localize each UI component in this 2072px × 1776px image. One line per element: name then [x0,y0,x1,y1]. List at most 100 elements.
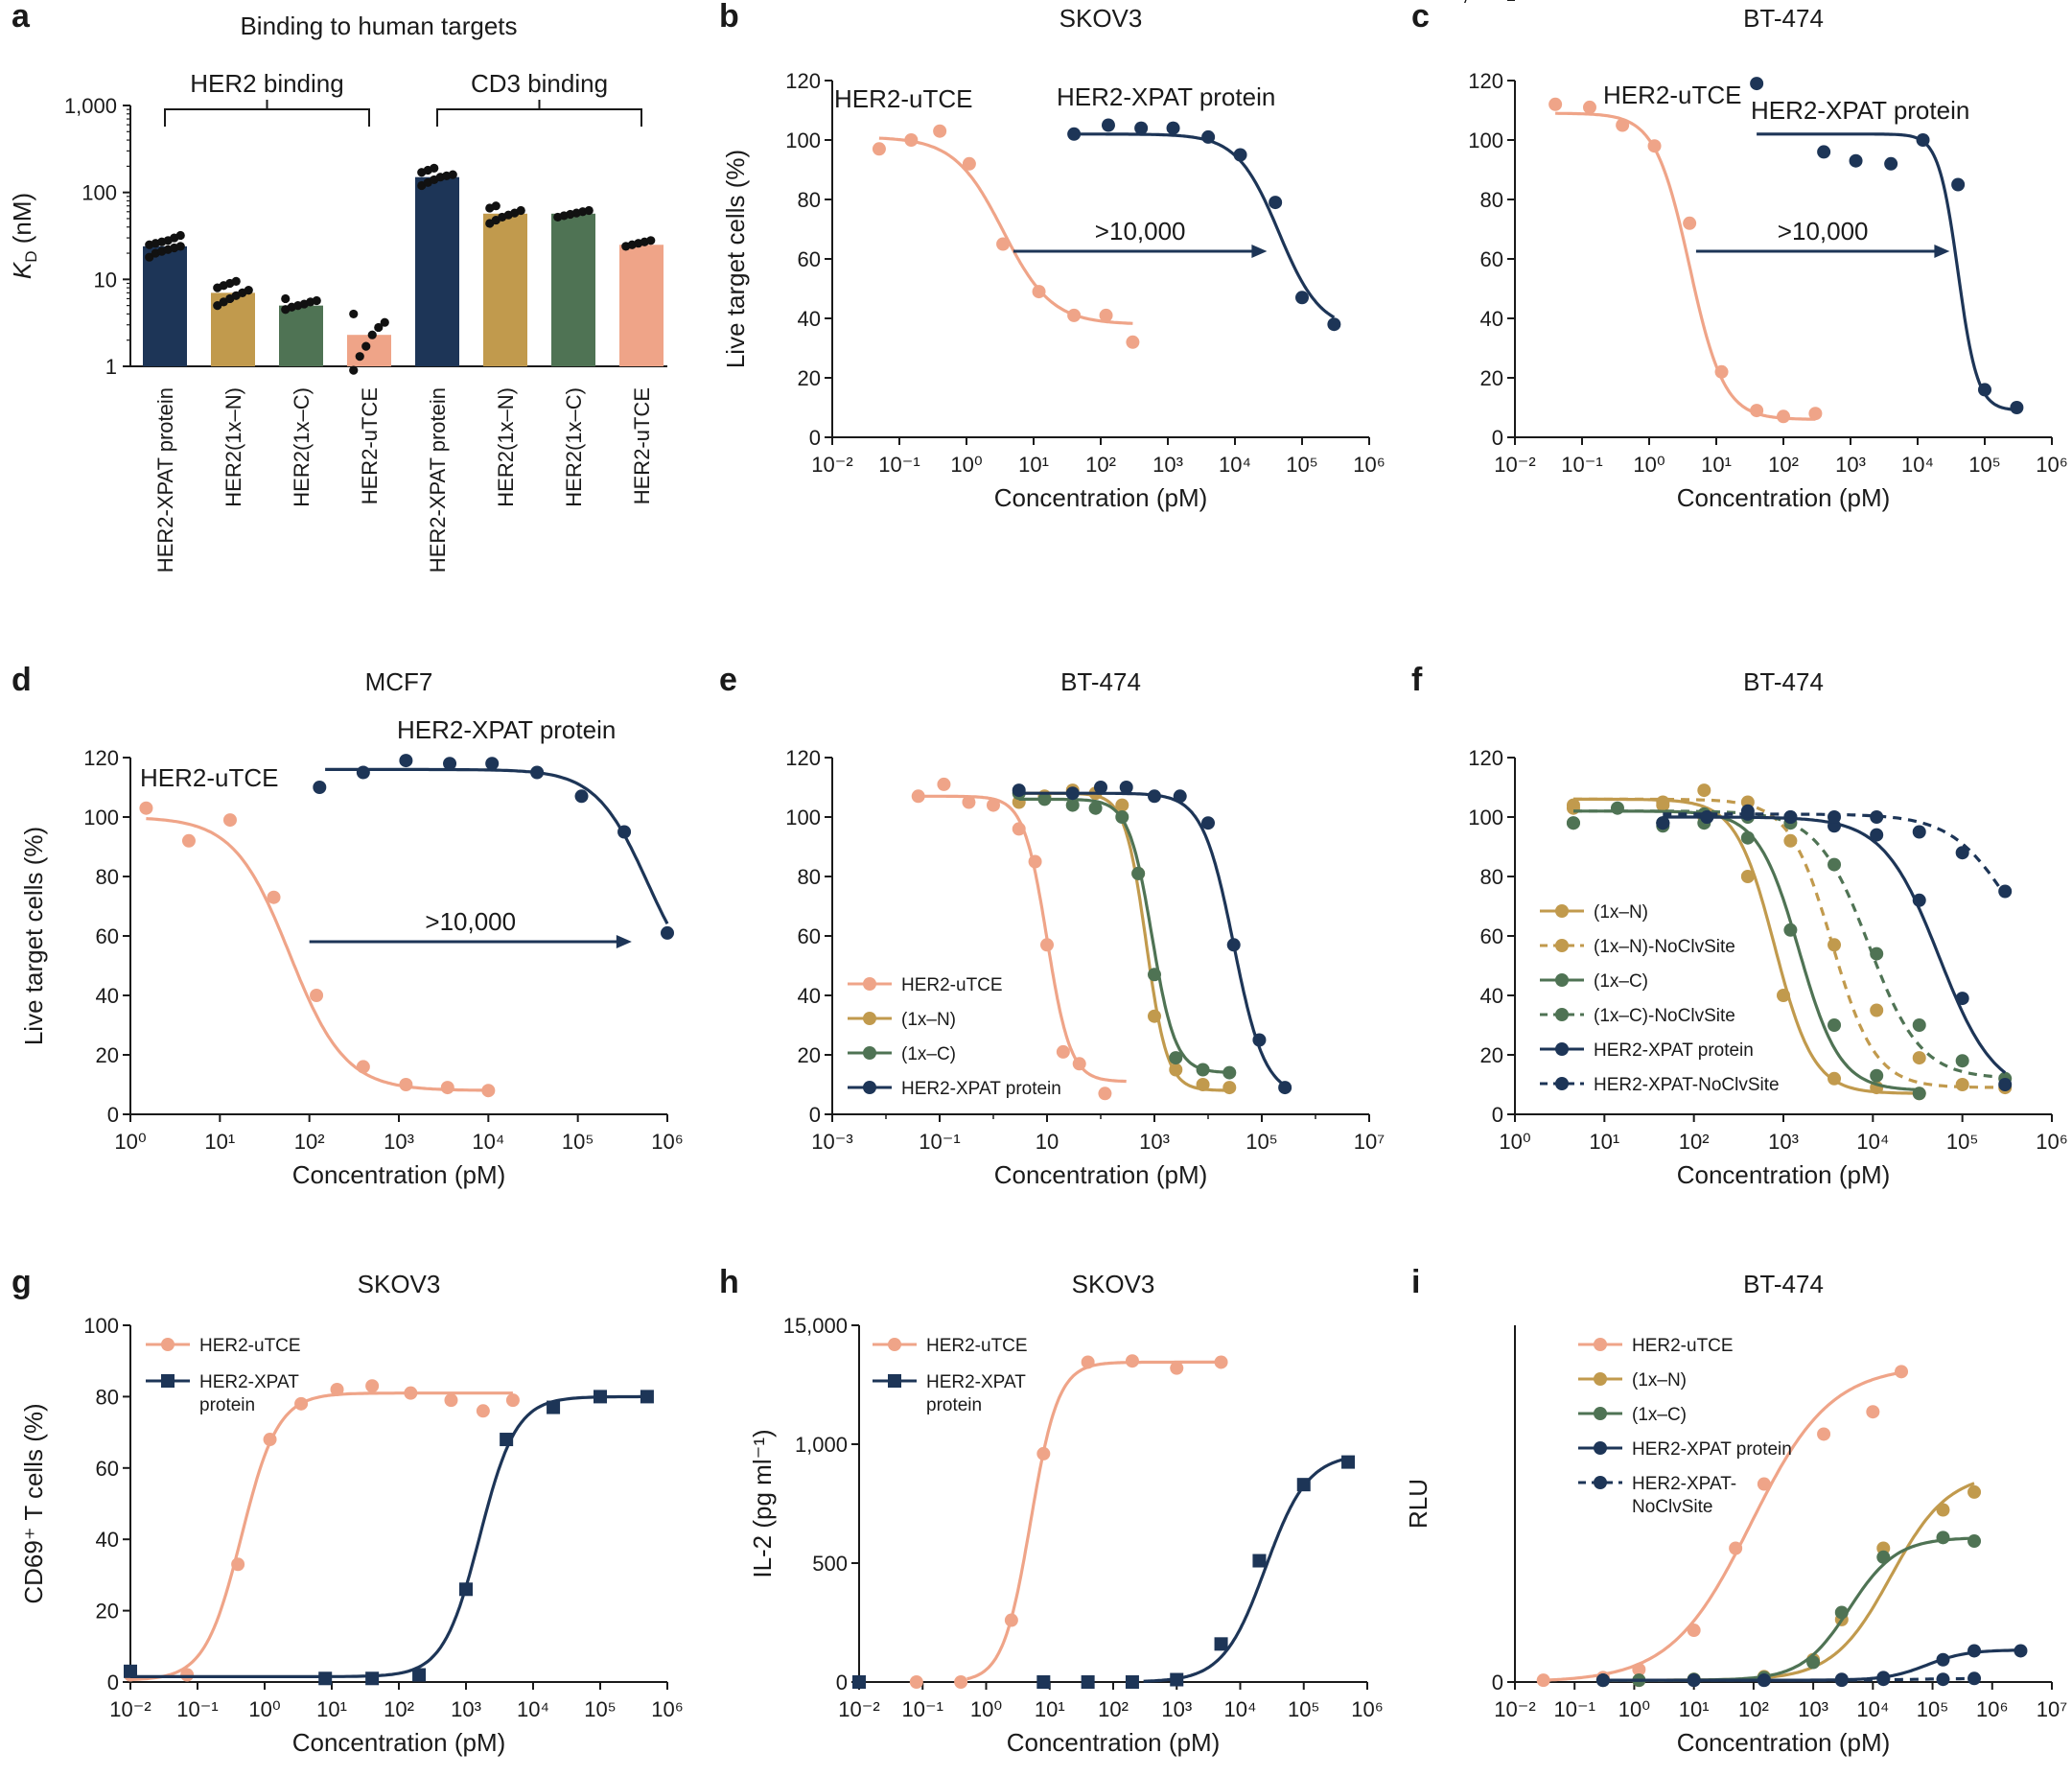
annotation-xpat-label: HER2-XPAT protein [1057,82,1275,111]
panel-c: c BT-474 0 20 40 60 80 100 120 10⁻² 10⁻¹ 10⁰ 10¹ 10² 1… [1411,0,2068,512]
series-c-1-point [1808,407,1823,421]
panel-d-ytick-label: 20 [96,1043,119,1067]
annotation-fold-label: >10,000 [425,907,516,936]
series-h-2-point [1214,1637,1228,1651]
legend-f-5-marker [1555,1042,1569,1056]
series-c-1-point [1647,139,1662,153]
series-h-2-point [1125,1675,1139,1689]
panel-g-xtick-label: 10⁴ [517,1697,549,1721]
series-d-1-point [356,1060,370,1074]
panel-g-ytick-label: 0 [107,1671,119,1694]
panel-d-ytick-label: 120 [83,746,119,770]
panel-c-ytick-label: 80 [1480,188,1503,212]
series-i-5-point [1967,1671,1982,1686]
panel-f-xlabel: Concentration (pM) [1677,1160,1891,1189]
series-b-1-curve [878,136,1133,325]
category-label-5: HER2-XPAT protein [426,387,450,573]
series-i-3-point [1936,1531,1950,1545]
series-i-4-point [1936,1652,1950,1667]
series-i-4-point [2014,1644,2028,1658]
group-label-2: CD3 binding [471,69,608,98]
series-c-1-point [1548,97,1563,111]
panel-i-ytick-label: 400,000 [1427,0,1503,5]
panel-c-ytick-label: 120 [1468,69,1503,93]
series-h-1-point [909,1675,923,1689]
panel-f-xtick-label: 10⁴ [1856,1130,1889,1154]
series-f-4-point [1870,946,1884,961]
series-d-1-point [139,801,153,815]
series-g-2-point [500,1433,514,1447]
series-f-6-point [1783,810,1798,824]
series-h-1-point [1036,1446,1051,1461]
panel-g-xtick-label: 10⁻¹ [176,1697,218,1721]
panel-i-title: BT-474 [1743,1270,1824,1298]
series-b-2-point [1295,291,1309,305]
series-b-2-point [1134,121,1149,135]
series-g-1-curve [129,1391,513,1682]
panel-f-ytick-label: 120 [1468,746,1503,770]
panel-b-xtick-label: 10¹ [1018,453,1049,477]
panel-e-xtick-label: 10⁻³ [811,1130,852,1154]
series-d-2-point [443,757,457,771]
panel-i-ytick-label: 0 [1492,1671,1503,1694]
series-g-2-curve [130,1394,647,1678]
panel-g-ytick-label: 100 [83,1314,119,1338]
bar-5-point [430,163,439,173]
legend-f-4-marker [1555,1008,1569,1021]
panel-letter-g: g [12,1264,32,1300]
bar-8 [619,245,664,366]
series-i-1-point [1866,1405,1880,1419]
panel-d-xtick-label: 10⁰ [114,1130,146,1154]
bar-5-point [448,170,457,179]
panel-h-ytick-label: 500 [812,1552,848,1576]
series-g-2-point [365,1671,380,1686]
bar-4-point [355,352,364,362]
legend-h-2-label: protein [926,1395,982,1415]
series-g-2-point [318,1671,333,1686]
series-h-2-point [1296,1478,1311,1492]
panel-h-xtick-label: 10⁻¹ [902,1697,943,1721]
series-d-2-point [356,765,370,780]
bar-4-point [361,341,371,351]
series-f-4-point [1828,857,1842,872]
bar-4-point [349,365,359,375]
series-e-1-point [1012,822,1026,836]
panel-g-ytick-label: 40 [96,1528,119,1552]
panel-d: d MCF7 0 20 40 60 80 100 120 10⁰ 10¹ 10² 10³ 10⁴ 10⁵ 10… [12,662,684,1189]
legend-e-2-label: (1x–N) [901,1010,956,1030]
panel-i-xtick-label: 10⁻¹ [1554,1697,1595,1721]
series-g-1-point [444,1393,458,1408]
series-f-1-point [1740,870,1755,883]
series-f-2-point [1656,795,1670,809]
panel-f: f BT-474 0 20 40 60 80 100 120 10⁰ 10¹ 10² 10³ 10⁴ 10⁵… [1411,662,2068,1189]
series-f-3-point [1610,801,1624,815]
bar-8-point [646,236,656,245]
panel-i-ytick-label: 100,000 [1427,0,1503,5]
panel-d-xtick-label: 10⁴ [472,1130,504,1154]
legend-f-3-marker [1555,973,1569,987]
panel-letter-f: f [1411,662,1423,698]
series-e-1-point [1072,1057,1086,1071]
panel-d-xtick-label: 10¹ [204,1130,235,1154]
series-d-2-point [485,757,500,771]
series-i-5-curve [1602,1676,1975,1682]
bar-2-point [244,286,253,295]
panel-e-ytick-label: 60 [798,924,821,948]
series-i-1-point [1729,1541,1743,1555]
series-b-2-point [1101,118,1115,132]
series-d-2-point [530,765,545,780]
series-f-6-point [1700,810,1714,824]
series-h-1-point [1081,1355,1095,1369]
series-f-5-point [1870,828,1884,842]
panel-f-ytick-label: 80 [1480,865,1503,889]
panel-h-xtick-label: 10¹ [1035,1697,1065,1721]
legend-i-5-marker [1594,1476,1607,1489]
series-f-2-point [1566,798,1580,812]
series-e-1-point [1056,1044,1070,1059]
series-e-4-point [1065,786,1080,801]
annotation-fold-label: >10,000 [1095,217,1186,245]
legend-g-2-marker [161,1374,175,1388]
legend-i-3-label: (1x–C) [1632,1405,1687,1425]
series-d-1-point [310,989,324,1002]
panel-letter-a: a [12,0,31,35]
